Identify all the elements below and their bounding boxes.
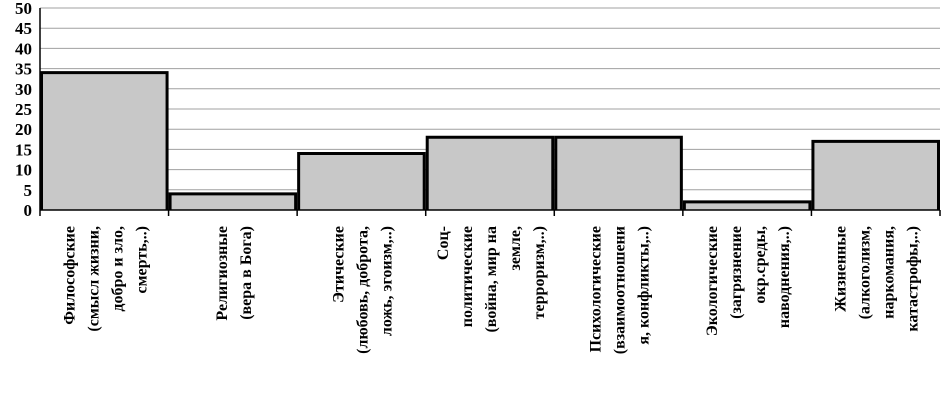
category-label: Соц-политические (война, мир на земле, терр…: [435, 226, 548, 333]
bars: [40, 71, 940, 210]
category-label-line: ложь, эгоизм,..): [378, 226, 395, 336]
category-label-line: смерть,..): [133, 226, 150, 293]
y-tick-label: 50: [15, 0, 32, 18]
bar: [555, 137, 682, 210]
category-label-line: (смысл жизни,: [85, 226, 102, 332]
bar: [684, 201, 810, 210]
bar-outline: [811, 139, 940, 210]
bar-outline: [682, 200, 812, 210]
bar-outline: [40, 71, 169, 210]
category-label-line: земле,: [507, 226, 524, 271]
category-label-line: (загрязнение: [728, 226, 745, 319]
bar: [427, 137, 553, 210]
y-tick-label: 30: [15, 80, 32, 99]
bar: [170, 193, 296, 210]
category-label-line: наркомания,: [881, 226, 898, 319]
category-label-line: (алкоголизм,: [857, 226, 874, 319]
y-tick-label: 5: [24, 181, 33, 200]
y-tick-label: 10: [15, 161, 32, 180]
gridlines: [40, 7, 940, 191]
category-label-line: я, конфликты,..): [636, 226, 653, 345]
y-tick-label: 15: [15, 140, 32, 159]
category-label-line: терроризм,..): [531, 226, 548, 319]
bar: [812, 141, 939, 210]
category-label-line: политические: [459, 226, 476, 327]
category-label-line: Психологические: [588, 226, 605, 352]
bar-outline: [297, 151, 426, 210]
category-label: Экологические (загрязнение окр.среды, навод…: [704, 226, 793, 336]
bar-outline: [168, 192, 298, 210]
category-labels: Философские (смысл жизни, добро и зло, смер…: [61, 226, 921, 354]
category-label-line: Жизненные: [833, 226, 850, 312]
y-tick-label: 45: [15, 19, 32, 38]
category-label-line: (война, мир на: [483, 226, 500, 333]
category-label-line: наводнения,..): [776, 226, 793, 328]
y-tick-label: 35: [15, 60, 32, 79]
bar-outline: [554, 135, 683, 210]
category-label: Философские (смысл жизни, добро и зло, смер…: [61, 226, 150, 332]
bar-outline: [425, 135, 555, 210]
bar: [298, 153, 425, 210]
y-tick-label: 25: [15, 100, 32, 119]
category-label: Психологические (взаимоотношени я, конфлик…: [588, 226, 653, 354]
category-label-line: окр.среды,: [752, 226, 769, 304]
category-label-line: Религиозные: [214, 226, 231, 321]
category-label: Жизненные (алкоголизм, наркомания, катастро…: [833, 226, 922, 332]
axes: [39, 8, 941, 216]
category-label-line: Философские: [61, 226, 78, 325]
category-label-line: (любовь, доброта,: [354, 226, 371, 354]
category-label-line: (вера в Бога): [238, 226, 255, 320]
category-label-line: Этические: [330, 226, 347, 303]
bar: [41, 72, 168, 210]
category-label: Религиозные (вера в Бога): [214, 226, 255, 321]
category-label-line: Экологические: [704, 226, 721, 336]
category-label: Этические (любовь, доброта, ложь, эгоизм,.…: [330, 226, 395, 354]
category-label-line: катастрофы,..): [905, 226, 922, 332]
y-tick-label: 0: [24, 201, 33, 220]
category-label-line: Соц-: [435, 226, 452, 260]
category-label-line: (взаимоотношени: [612, 226, 629, 354]
category-label-line: добро и зло,: [109, 226, 126, 312]
y-tick-label: 20: [15, 120, 32, 139]
y-tick-label: 40: [15, 39, 32, 58]
